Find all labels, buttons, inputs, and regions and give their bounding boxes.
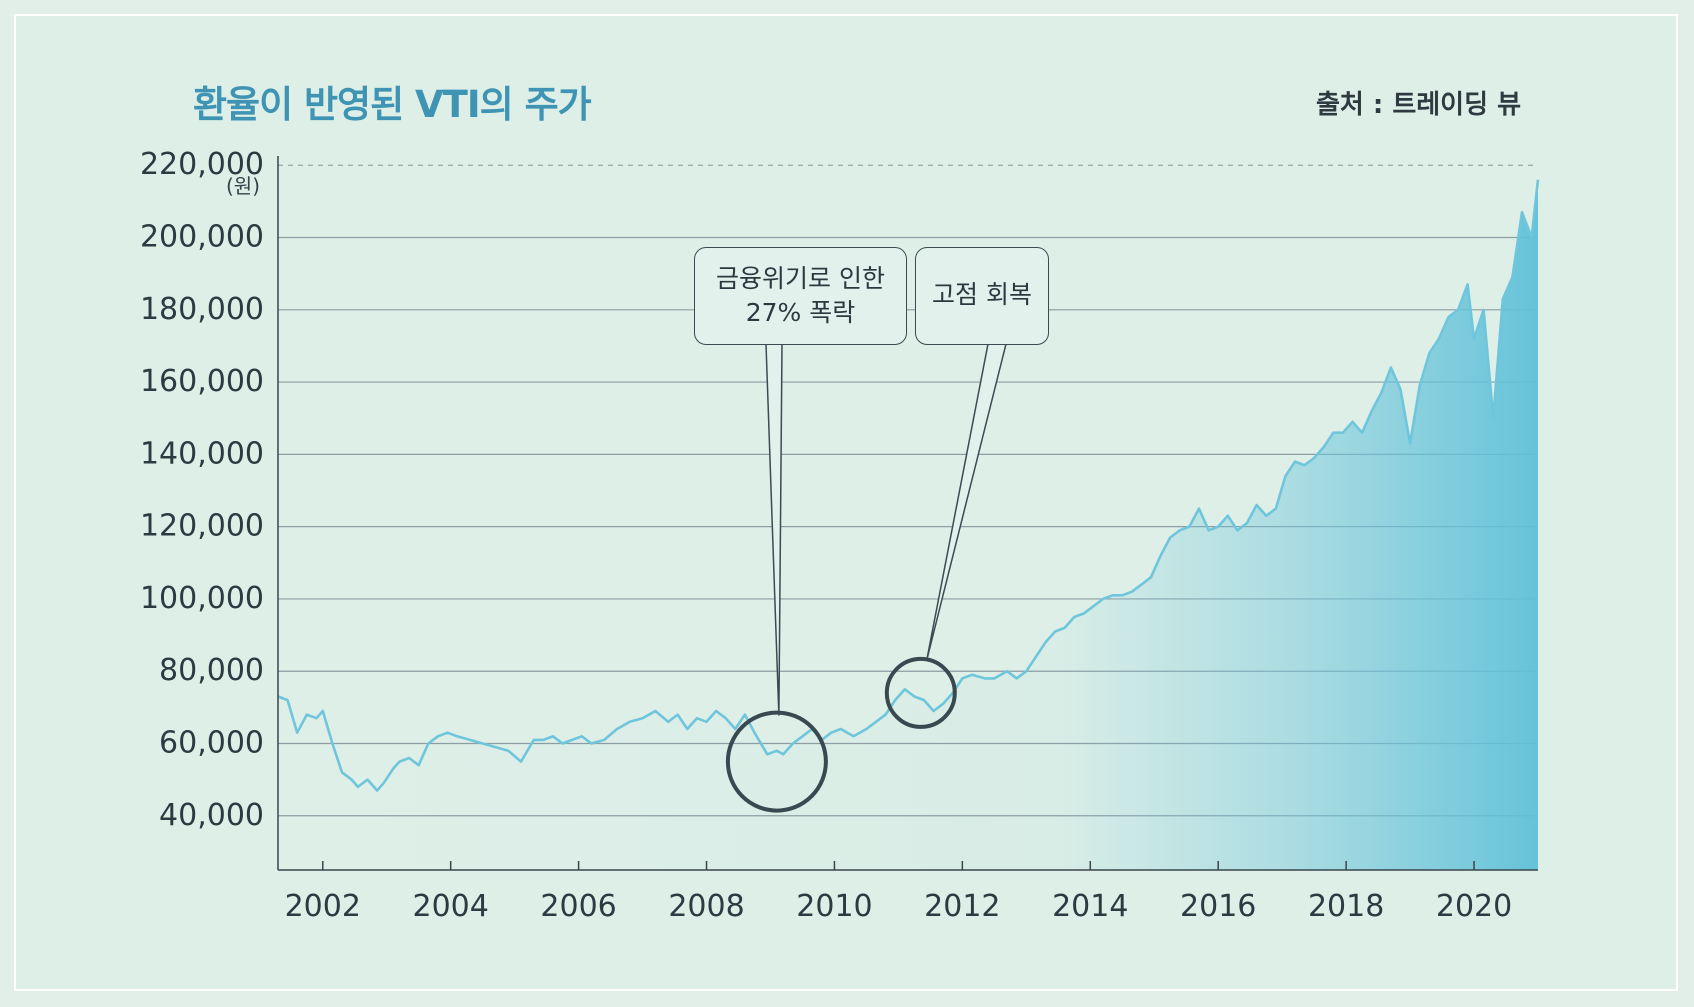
- x-tick-label: 2016: [1180, 889, 1256, 924]
- axis-layer: 220,000 200,000 180,000 160,000 140,000 120,0…: [140, 147, 1538, 924]
- line-layer: [277, 179, 1540, 792]
- y-tick-label: 120,000: [140, 509, 264, 544]
- x-tick-label: 2020: [1436, 889, 1512, 924]
- y-tick-label: 60,000: [159, 726, 264, 761]
- series-area: [278, 179, 1538, 870]
- y-tick-label: 40,000: [159, 798, 264, 833]
- series-line: [277, 179, 1540, 792]
- y-tick-label: 220,000: [140, 147, 264, 182]
- crisis-highlight-circle: [725, 710, 828, 813]
- callout-crisis-line-2: 27% 폭락: [745, 298, 856, 327]
- source-label: 출처 : 트레이딩 뷰: [1316, 90, 1521, 120]
- area-fill-layer: [278, 179, 1538, 870]
- callout-crisis-line-1: 금융위기로 인한: [716, 264, 885, 293]
- recovery-highlight-circle: [884, 656, 957, 729]
- x-tick-label: 2018: [1308, 889, 1384, 924]
- y-tick-label: 200,000: [140, 220, 264, 255]
- crisis-pointer: [765, 343, 783, 716]
- x-tick-label: 2006: [540, 889, 616, 924]
- x-tick-label: 2010: [796, 889, 872, 924]
- y-tick-label: 160,000: [140, 364, 264, 399]
- recovery-pointer: [926, 343, 1007, 661]
- callout-financial-crisis: 금융위기로 인한 27% 폭락: [694, 247, 907, 345]
- y-axis-unit: (원): [226, 174, 261, 198]
- x-tick-label: 2008: [668, 889, 744, 924]
- x-tick-label: 2014: [1052, 889, 1128, 924]
- callout-recovery-line-1: 고점 회복: [932, 280, 1032, 309]
- x-tick-label: 2012: [924, 889, 1000, 924]
- y-tick-label: 180,000: [140, 292, 264, 327]
- callout-peak-recovery: 고점 회복: [915, 247, 1049, 345]
- y-tick-label: 80,000: [159, 653, 264, 688]
- y-tick-label: 140,000: [140, 436, 264, 471]
- chart-title: 환율이 반영된 VTI의 주가: [193, 83, 592, 126]
- y-tick-label: 100,000: [140, 581, 264, 616]
- x-tick-label: 2004: [413, 889, 489, 924]
- x-tick-label: 2002: [285, 889, 361, 924]
